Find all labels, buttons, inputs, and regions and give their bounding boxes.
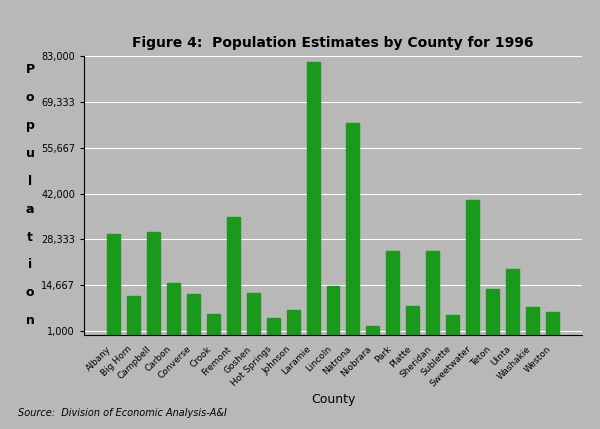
Text: Source:  Division of Economic Analysis-A&I: Source: Division of Economic Analysis-A&… bbox=[18, 408, 227, 418]
Text: a: a bbox=[26, 202, 34, 216]
Bar bbox=[547, 312, 559, 335]
Title: Figure 4:  Population Estimates by County for 1996: Figure 4: Population Estimates by County… bbox=[132, 36, 534, 51]
Bar bbox=[187, 294, 200, 335]
Bar bbox=[427, 251, 439, 335]
Text: l: l bbox=[28, 175, 32, 188]
Bar bbox=[266, 318, 280, 335]
Bar bbox=[107, 234, 119, 335]
Bar bbox=[206, 314, 220, 335]
Bar bbox=[287, 311, 299, 335]
Text: n: n bbox=[26, 314, 34, 327]
Bar bbox=[227, 217, 239, 335]
Bar bbox=[526, 307, 539, 335]
Bar bbox=[466, 200, 479, 335]
Bar bbox=[146, 232, 160, 335]
Bar bbox=[307, 62, 320, 335]
Bar bbox=[247, 293, 260, 335]
Text: o: o bbox=[26, 286, 34, 299]
Text: P: P bbox=[25, 63, 35, 76]
Bar bbox=[386, 251, 400, 335]
Bar bbox=[406, 306, 419, 335]
Text: o: o bbox=[26, 91, 34, 104]
Bar bbox=[127, 296, 140, 335]
Text: t: t bbox=[27, 230, 33, 244]
Text: i: i bbox=[28, 258, 32, 272]
Bar bbox=[487, 289, 499, 335]
X-axis label: County: County bbox=[311, 393, 355, 406]
Bar bbox=[446, 315, 460, 335]
Bar bbox=[506, 269, 520, 335]
Text: p: p bbox=[26, 119, 34, 132]
Bar bbox=[367, 326, 379, 335]
Bar bbox=[167, 283, 179, 335]
Bar bbox=[346, 123, 359, 335]
Bar bbox=[326, 286, 340, 335]
Text: u: u bbox=[26, 147, 34, 160]
